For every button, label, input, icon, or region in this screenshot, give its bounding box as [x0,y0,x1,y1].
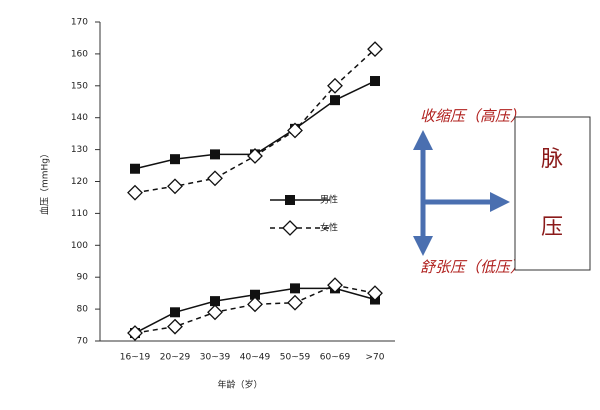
point [290,283,300,294]
point [327,77,343,94]
legend-label: 男性 [320,194,338,206]
x-tick-label: 20~29 [160,353,191,363]
point [247,148,263,164]
series-line [134,48,376,194]
y-tick-label: 150 [71,81,88,91]
y-tick-label: 80 [77,305,89,315]
legend-marker [282,220,298,236]
point [130,163,140,174]
point [367,41,383,58]
y-tick-label: 120 [71,177,88,187]
point [127,184,143,201]
point [127,325,143,341]
point [367,285,383,302]
x-tick-label: 30~39 [200,353,231,363]
point [330,95,340,106]
x-axis-label: 年龄（岁） [217,379,262,391]
legend-label: 女性 [320,222,338,234]
point [210,149,220,160]
point [170,307,180,318]
pulse-text: 压 [541,215,563,240]
x-tick-label: 60~69 [320,353,351,363]
y-tick-label: 130 [71,145,88,155]
point [327,277,343,294]
y-tick-label: 90 [77,273,89,283]
point [287,122,303,139]
point [247,296,263,313]
pulse-text: 脉 [541,147,563,172]
point [370,76,380,87]
point [287,294,303,311]
y-tick-label: 170 [71,18,88,28]
y-tick-label: 100 [71,241,88,251]
pulse-box [514,116,591,271]
point [170,154,180,165]
y-axis-label: 血压（mmHg） [39,149,51,215]
y-tick-label: 70 [77,337,89,347]
legend-marker [285,195,295,205]
x-tick-label: >70 [366,353,385,363]
y-tick-label: 160 [71,49,88,59]
y-tick-label: 110 [71,209,88,219]
point [167,318,183,335]
point [167,178,183,195]
diastolic-label: 舒张压（低压） [420,258,525,276]
x-tick-label: 40~49 [240,353,271,363]
point [207,170,223,187]
y-tick-label: 140 [71,113,88,123]
point [207,304,223,321]
point [210,296,220,307]
x-tick-label: 16~19 [120,353,151,363]
x-tick-label: 50~59 [280,353,311,363]
systolic-label: 收缩压（高压） [420,107,525,125]
point [250,289,260,300]
